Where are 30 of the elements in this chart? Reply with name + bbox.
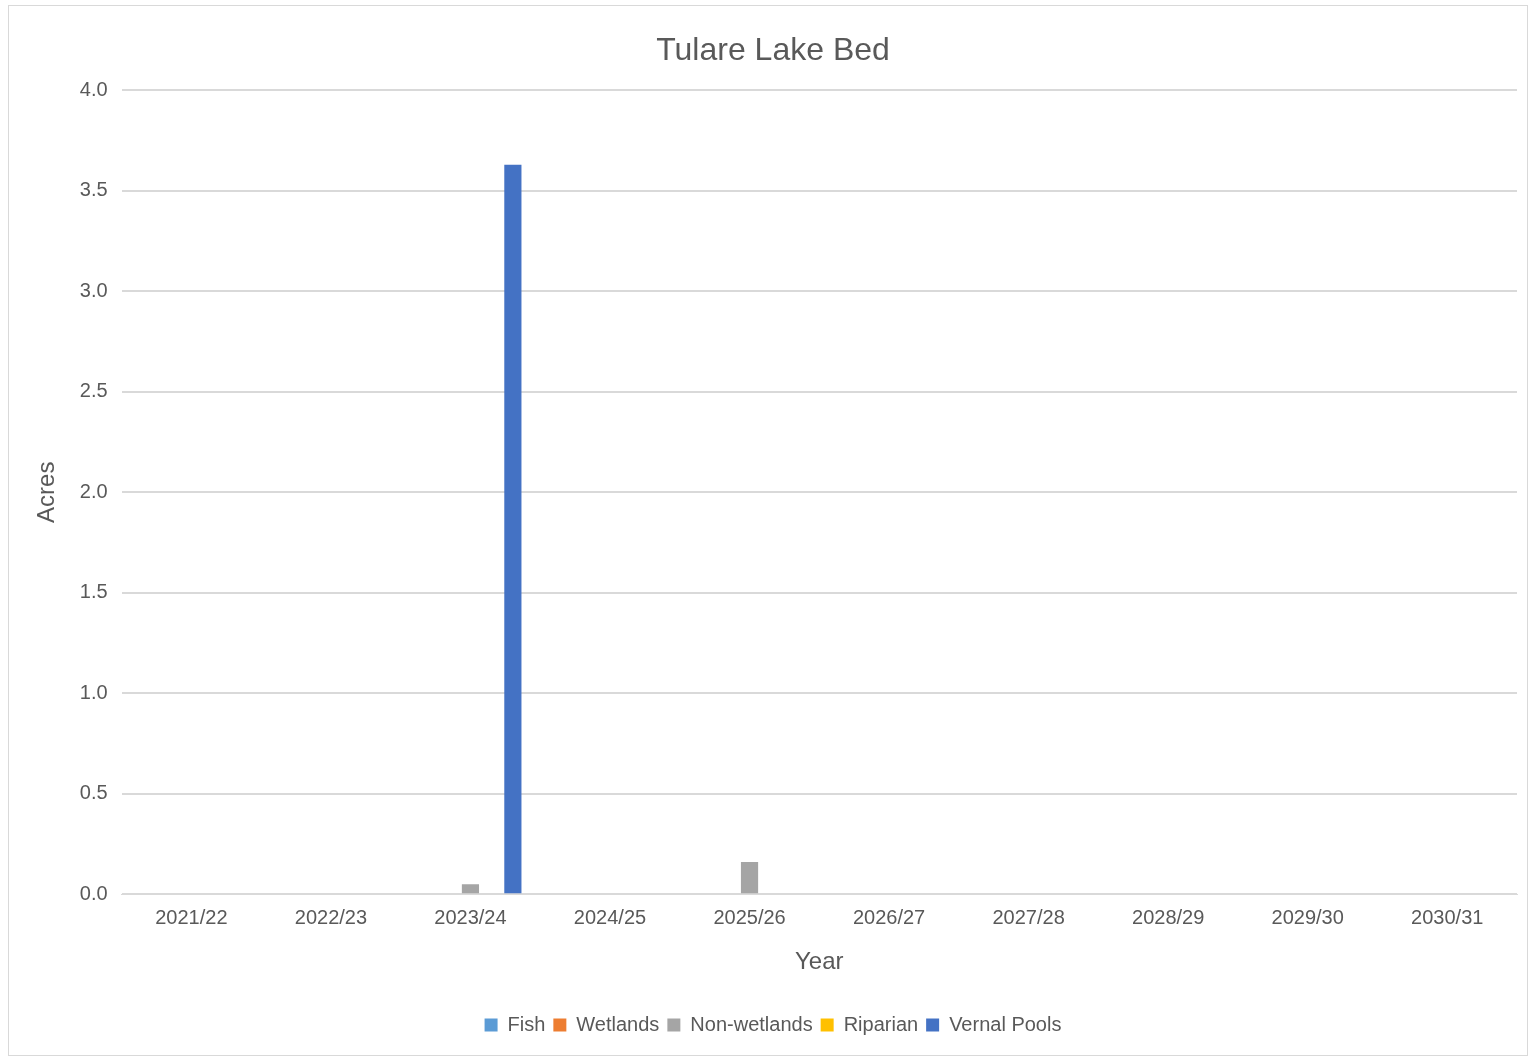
bar (504, 164, 522, 894)
x-tick-label: 2028/29 (1132, 905, 1205, 928)
chart-title: Tulare Lake Bed (656, 31, 890, 68)
y-tick-label: 3.0 (79, 278, 108, 301)
y-axis-title: Acres (32, 461, 60, 523)
y-tick-label: 0.5 (79, 781, 108, 804)
legend-label: Non-wetlands (690, 1012, 813, 1035)
y-tick-label: 4.0 (79, 77, 108, 100)
x-axis-title: Year (795, 947, 844, 975)
legend-label: Wetlands (576, 1012, 660, 1035)
x-tick-label: 2021/22 (155, 905, 228, 928)
x-tick-label: 2026/27 (852, 905, 926, 928)
x-tick-label: 2023/24 (434, 905, 507, 928)
x-tick-label: 2027/28 (992, 905, 1065, 928)
y-tick-label: 3.5 (79, 178, 108, 201)
y-tick-label: 1.0 (79, 680, 108, 703)
x-tick-label: 2024/25 (573, 905, 647, 928)
bar (461, 884, 480, 894)
x-tick-label: 2030/31 (1411, 905, 1484, 928)
legend-label: Fish (507, 1012, 546, 1035)
x-tick-label: 2022/23 (294, 905, 368, 928)
y-tick-label: 1.5 (79, 580, 108, 603)
y-tick-label: 2.0 (79, 479, 108, 502)
bar (740, 862, 759, 894)
y-tick-label: 2.5 (79, 379, 108, 402)
legend-label: Riparian (843, 1012, 919, 1035)
x-tick-label: 2029/30 (1271, 905, 1344, 928)
y-tick-label: 0.0 (79, 881, 108, 904)
x-tick-label: 2025/26 (713, 905, 786, 928)
legend-label: Vernal Pools (949, 1012, 1062, 1035)
